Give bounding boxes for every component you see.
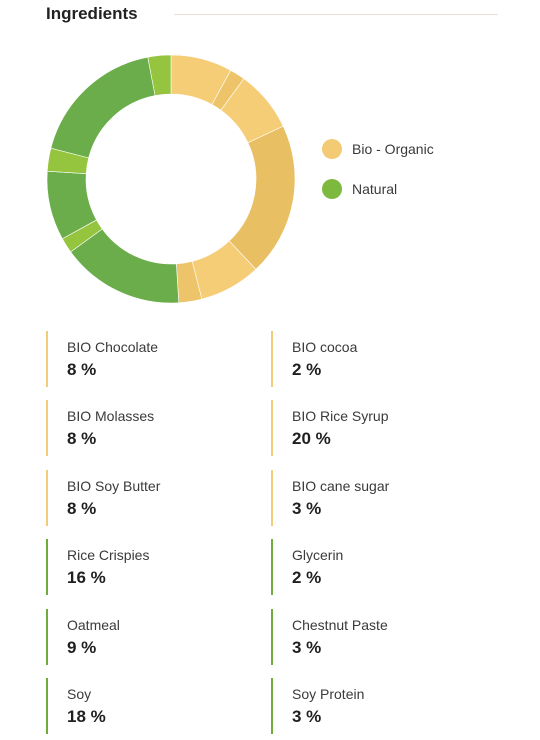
ingredient-item-bio-cane-sugar: BIO cane sugar 3 %: [271, 469, 471, 526]
legend-swatch-organic: [322, 139, 342, 159]
ingredient-accent-bar: [46, 469, 48, 526]
donut-slice-soy-protein[interactable]: [147, 54, 172, 96]
ingredient-item-bio-soy-butter: BIO Soy Butter 8 %: [46, 469, 246, 526]
donut-slice-soy[interactable]: [50, 56, 156, 159]
ingredient-item-oatmeal: Oatmeal 9 %: [46, 608, 246, 665]
ingredient-accent-bar: [46, 539, 48, 596]
ingredient-percent: 8 %: [67, 498, 97, 518]
ingredient-item-glycerin: Glycerin 2 %: [271, 539, 471, 596]
ingredient-accent-bar: [46, 678, 48, 734]
ingredient-percent: 16 %: [67, 568, 106, 588]
ingredient-percent: 8 %: [67, 360, 97, 379]
ingredient-accent-bar: [271, 678, 273, 734]
ingredient-name: BIO Soy Butter: [67, 477, 161, 494]
ingredient-name: BIO Molasses: [67, 408, 155, 425]
ingredient-accent-bar: [271, 608, 273, 665]
ingredient-name: BIO Rice Syrup: [292, 408, 389, 425]
ingredient-item-bio-chocolate: BIO Chocolate 8 %: [46, 331, 246, 387]
ingredient-accent-bar: [46, 608, 48, 665]
ingredient-item-bio-cocoa: BIO cocoa 2 %: [271, 331, 471, 387]
legend-item-natural[interactable]: Natural: [322, 178, 434, 200]
section-header: Ingredients: [46, 2, 498, 28]
ingredient-percent: 20 %: [292, 429, 331, 449]
legend-label-organic: Bio - Organic: [352, 141, 434, 157]
legend-item-organic[interactable]: Bio - Organic: [322, 138, 434, 160]
ingredient-accent-bar: [271, 400, 273, 457]
ingredient-name: Chestnut Paste: [292, 616, 388, 633]
ingredient-percent: 8 %: [67, 429, 97, 449]
ingredient-name: Soy Protein: [292, 686, 365, 702]
legend-label-natural: Natural: [352, 181, 398, 197]
header-divider: [174, 14, 498, 15]
ingredient-accent-bar: [271, 539, 273, 596]
ingredient-accent-bar: [271, 331, 273, 387]
ingredient-percent: 9 %: [67, 637, 97, 657]
ingredient-item-bio-rice-syrup: BIO Rice Syrup 20 %: [271, 400, 471, 457]
ingredient-percent: 18 %: [67, 707, 106, 726]
ingredient-name: BIO cane sugar: [292, 477, 390, 494]
ingredient-percent: 3 %: [292, 498, 322, 518]
ingredient-percent: 2 %: [292, 568, 322, 588]
ingredient-item-rice-crispies: Rice Crispies 16 %: [46, 539, 246, 596]
ingredient-accent-bar: [46, 400, 48, 457]
ingredient-name: Rice Crispies: [67, 547, 150, 564]
ingredient-percent: 3 %: [292, 707, 322, 726]
ingredient-name: Glycerin: [292, 547, 344, 564]
ingredient-name: Oatmeal: [67, 616, 120, 633]
ingredients-donut-chart: [46, 54, 296, 304]
ingredient-percent: 2 %: [292, 360, 322, 379]
ingredient-item-soy: Soy 18 %: [46, 678, 246, 734]
ingredient-item-bio-molasses: BIO Molasses 8 %: [46, 400, 246, 457]
ingredient-name: BIO cocoa: [292, 339, 358, 355]
ingredient-percent: 3 %: [292, 637, 322, 657]
section-title: Ingredients: [46, 4, 138, 23]
chart-legend: Bio - Organic Natural: [322, 138, 434, 218]
legend-swatch-natural: [322, 179, 342, 199]
ingredient-name: Soy: [67, 686, 92, 702]
ingredient-item-chestnut-paste: Chestnut Paste 3 %: [271, 608, 471, 665]
ingredient-item-soy-protein: Soy Protein 3 %: [271, 678, 471, 734]
ingredient-accent-bar: [271, 469, 273, 526]
ingredient-accent-bar: [46, 331, 48, 387]
ingredient-name: BIO Chocolate: [67, 339, 159, 355]
donut-slice-bio-rice-syrup[interactable]: [228, 125, 296, 270]
